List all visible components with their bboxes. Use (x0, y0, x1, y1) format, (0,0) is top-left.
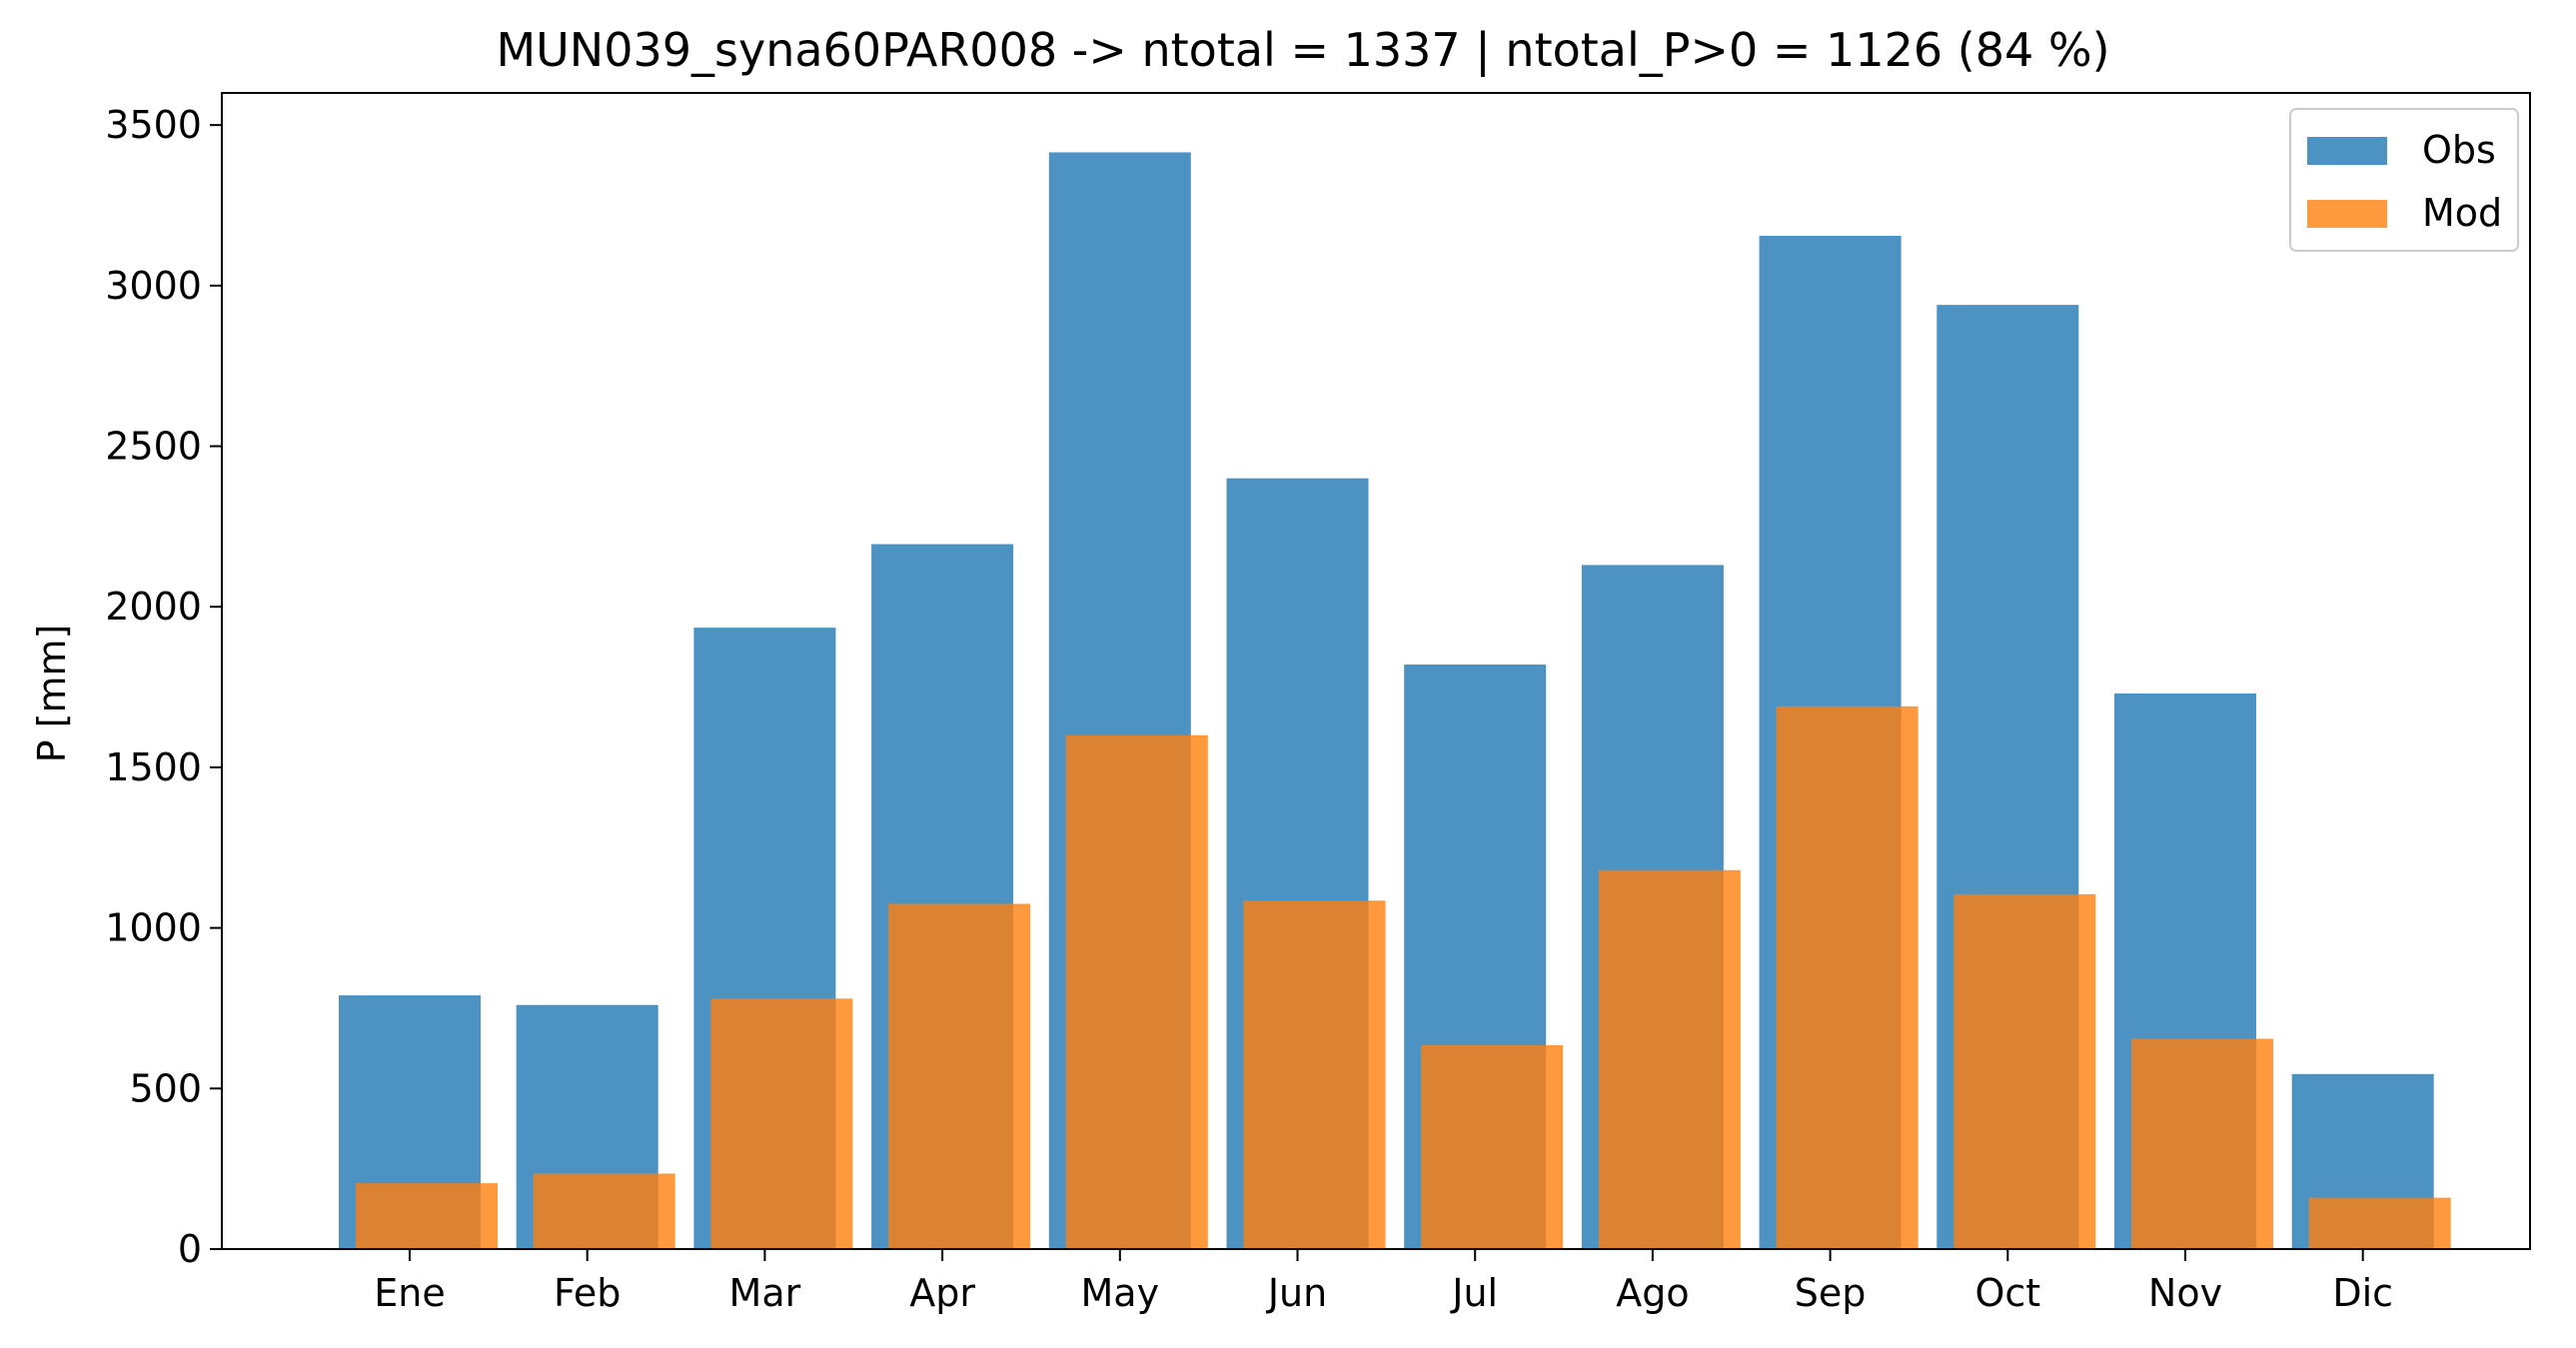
x-tick-label: Ene (374, 1271, 445, 1315)
bar-mod-dic (2308, 1197, 2451, 1249)
x-axis-ticks: Ene Feb Mar Apr May Jun Jul Ago Sep Oct Nov Dic (374, 1249, 2393, 1315)
legend-label-mod: Mod (2422, 191, 2502, 235)
x-tick-label: Oct (1974, 1271, 2040, 1315)
legend-label-obs: Obs (2422, 128, 2496, 172)
legend-swatch-mod (2307, 200, 2387, 228)
y-tick-label: 2500 (105, 425, 202, 469)
bar-mod-ene (356, 1183, 498, 1249)
y-tick-label: 2000 (105, 585, 202, 629)
y-tick-label: 3500 (105, 103, 202, 147)
chart-title: MUN039_syna60PAR008 -> ntotal = 1337 | n… (496, 23, 2109, 78)
x-tick-label: Nov (2148, 1271, 2222, 1315)
plot-frame (221, 92, 2531, 1250)
bar-mod-apr (888, 903, 1031, 1249)
y-tick-label: 0 (178, 1227, 202, 1271)
bar-mod-oct (1953, 893, 2096, 1249)
bar-mod-sep (1776, 705, 1919, 1249)
x-tick-label: Jul (1450, 1271, 1498, 1315)
bars-layer (339, 152, 2451, 1250)
bar-mod-nov (2131, 1038, 2273, 1249)
bar-mod-mar (710, 998, 853, 1249)
y-axis-ticks: 0 500 1000 1500 2000 2500 3000 3500 (105, 103, 222, 1271)
x-tick-label: Ago (1616, 1271, 1689, 1315)
bar-mod-ago (1598, 869, 1741, 1249)
bar-mod-jun (1243, 900, 1386, 1249)
y-tick-label: 500 (129, 1066, 202, 1110)
y-tick-label: 1000 (105, 906, 202, 950)
x-tick-label: Sep (1795, 1271, 1867, 1315)
x-tick-label: Jun (1266, 1271, 1327, 1315)
y-axis-label: P [mm] (30, 625, 74, 763)
bar-mod-may (1065, 734, 1208, 1249)
x-tick-label: Dic (2332, 1271, 2393, 1315)
bar-mod-feb (533, 1173, 675, 1249)
legend-swatch-obs (2307, 137, 2387, 165)
bar-mod-jul (1421, 1044, 1564, 1249)
x-tick-label: Apr (909, 1271, 975, 1315)
y-tick-label: 1500 (105, 745, 202, 789)
x-tick-label: May (1081, 1271, 1160, 1315)
x-tick-label: Feb (554, 1271, 621, 1315)
y-tick-label: 3000 (105, 264, 202, 308)
legend: Obs Mod (2289, 108, 2519, 252)
x-tick-label: Mar (729, 1271, 801, 1315)
